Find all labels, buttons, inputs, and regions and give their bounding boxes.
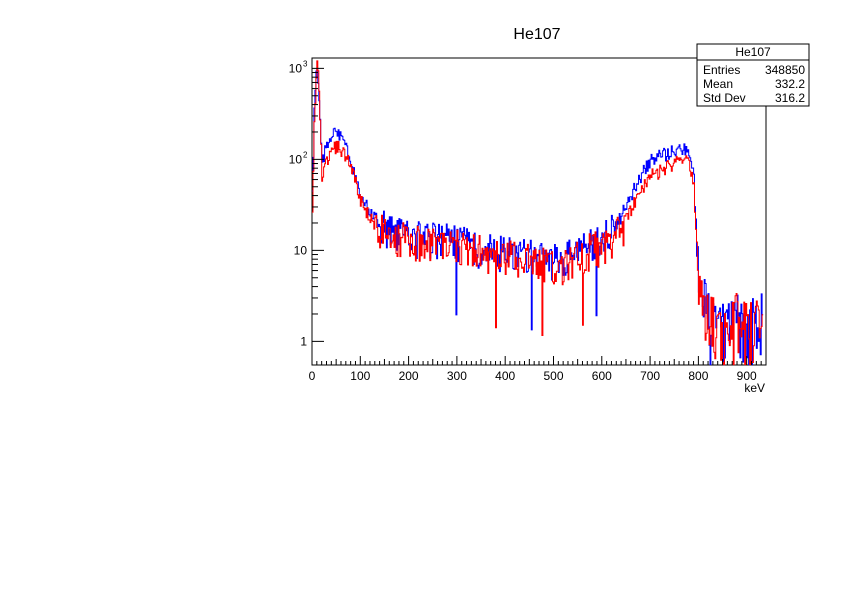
x-tick-label: 400 <box>495 369 515 383</box>
y-tick-exponent: 3 <box>303 59 308 68</box>
stats-box: He107 Entries 348850 Mean 332.2 Std Dev … <box>696 43 810 107</box>
stats-entries-label: Entries <box>703 63 740 77</box>
stats-entries-value: 348850 <box>765 63 805 77</box>
y-tick-label: 10 <box>294 243 308 257</box>
series-layer <box>312 60 764 366</box>
chart-title: He107 <box>513 26 560 43</box>
stats-stddev-label: Std Dev <box>703 91 746 105</box>
stats-box-title: He107 <box>735 45 771 59</box>
x-axis-label: keV <box>744 381 765 395</box>
x-tick-label: 800 <box>688 369 708 383</box>
stats-stddev-value: 316.2 <box>775 91 805 105</box>
x-tick-label: 500 <box>543 369 563 383</box>
x-axis: 0 100 200 300 400 500 600 700 800 900 <box>309 356 762 383</box>
stats-mean-label: Mean <box>703 77 733 91</box>
x-tick-label: 600 <box>592 369 612 383</box>
stats-mean-value: 332.2 <box>775 77 805 91</box>
histogram-series-2 <box>312 60 764 366</box>
x-tick-label: 300 <box>447 369 467 383</box>
x-tick-label: 100 <box>350 369 370 383</box>
y-tick-exponent: 2 <box>303 150 308 159</box>
x-tick-label: 700 <box>640 369 660 383</box>
stats-box-frame <box>696 43 810 107</box>
x-tick-label: 200 <box>399 369 419 383</box>
x-tick-label: 0 <box>309 369 316 383</box>
histogram-series-1 <box>312 67 764 366</box>
y-tick-label: 10 <box>289 61 303 75</box>
y-tick-label: 10 <box>289 152 303 166</box>
x-tick-label: 900 <box>737 369 757 383</box>
y-tick-label: 1 <box>300 334 307 348</box>
